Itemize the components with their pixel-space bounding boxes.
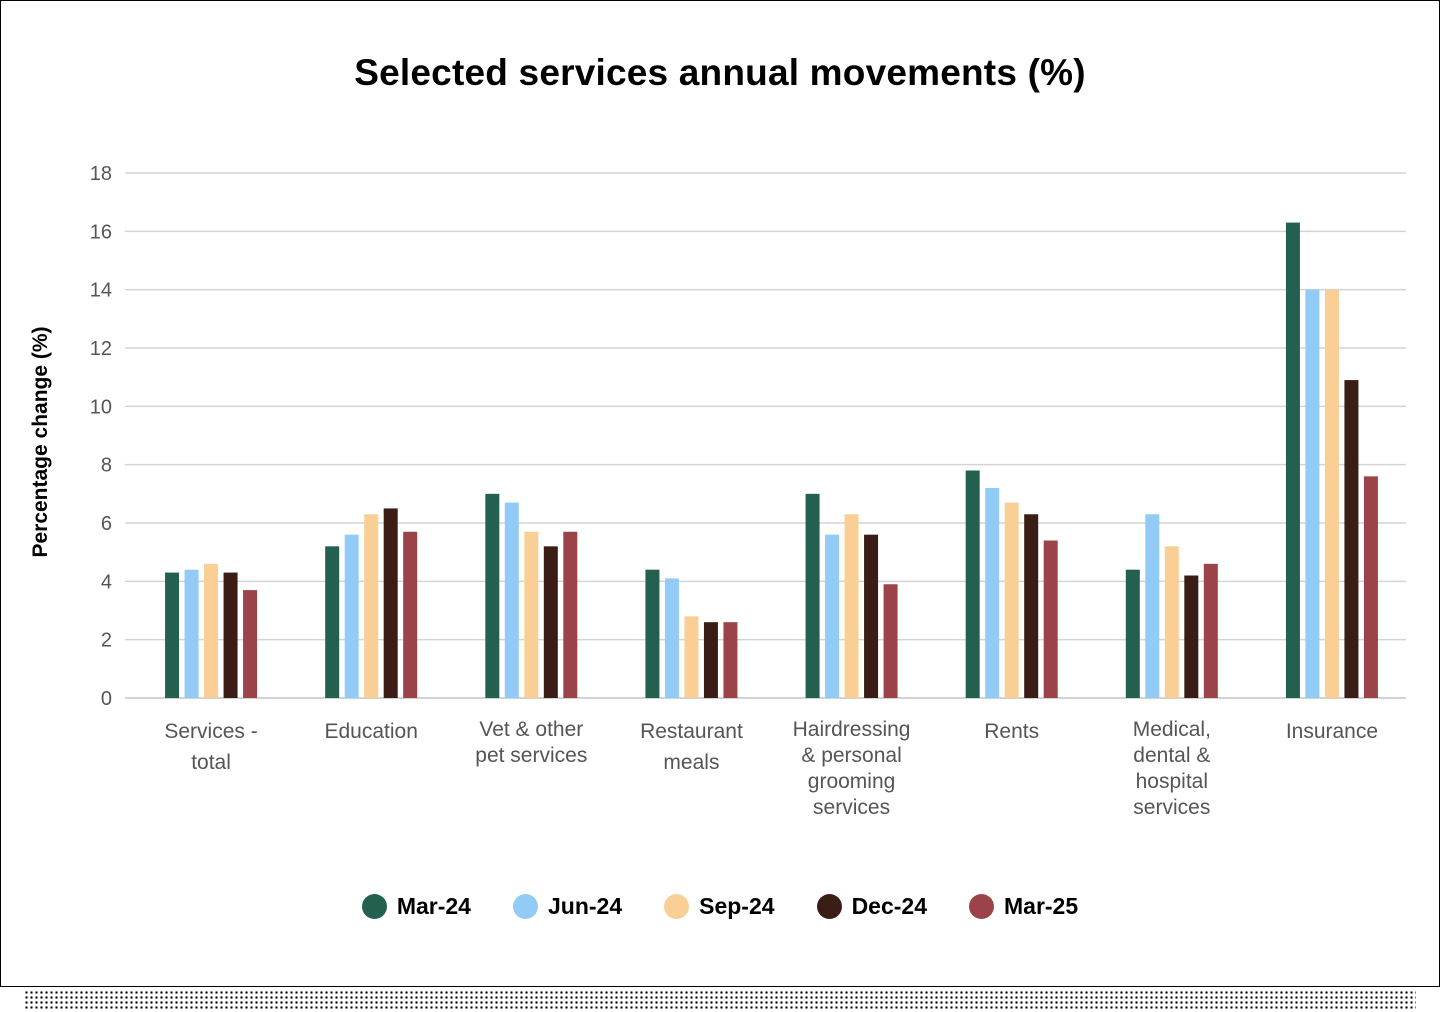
legend-label: Mar-25 [1004,893,1079,919]
legend-swatch [816,894,842,919]
bar-mar-25 [403,531,418,698]
y-tick-label: 12 [90,338,112,360]
x-category-label: Restaurant [640,720,743,743]
x-category-label: pet services [475,744,587,767]
legend-label: Mar-24 [396,893,471,919]
y-tick-label: 18 [90,163,112,185]
x-category-label: Medical, [1133,718,1211,741]
bar-dec-24 [383,508,398,698]
y-tick-label: 2 [101,630,112,652]
x-category-label: Services - [164,720,257,743]
bar-mar-24 [165,572,180,698]
x-category-label: grooming [808,770,896,793]
x-category-label: Education [324,720,417,743]
bar-jun-24 [985,488,1000,698]
x-category-label: meals [663,751,719,774]
bar-jun-24 [664,578,679,698]
bar-mar-25 [1203,563,1218,698]
bar-dec-24 [223,572,238,698]
y-tick-label: 14 [90,280,112,302]
y-axis-ticks: 0 2 4 6 8 10 12 14 16 18 [90,163,112,710]
y-tick-label: 16 [90,221,112,243]
y-tick-label: 4 [101,571,112,593]
bar-dec-24 [1024,514,1039,698]
legend-item: Mar-24 [361,893,471,920]
legend-swatch [361,894,387,919]
bar-jun-24 [1305,289,1320,698]
x-category-label: Vet & other [479,718,583,741]
legend-item: Dec-24 [816,893,927,920]
legend-label: Sep-24 [699,893,775,919]
bar-mar-24 [485,493,500,698]
dotted-divider [24,990,1416,1010]
legend-item: Sep-24 [664,893,775,920]
bar-sep-24 [1004,502,1019,698]
bar-jun-24 [1145,514,1160,698]
bar-jun-24 [825,534,840,698]
y-tick-label: 10 [90,396,112,418]
bar-dec-24 [864,534,879,698]
y-tick-label: 0 [101,688,112,710]
y-tick-label: 8 [101,455,112,477]
x-category-label: & personal [801,744,901,767]
chart-title: Selected services annual movements (%) [354,52,1086,93]
bar-sep-24 [1324,289,1339,698]
bar-dec-24 [1184,575,1199,698]
bar-sep-24 [204,563,219,698]
x-category-label: hospital [1136,770,1208,793]
bar-sep-24 [844,514,859,698]
x-axis-categories: Services - total Education Vet & other pet s… [164,718,1378,819]
bar-mar-24 [645,569,660,698]
bar-sep-24 [1164,546,1179,698]
legend-swatch [664,894,690,919]
bar-sep-24 [364,514,379,698]
bar-jun-24 [344,534,359,698]
bar-chart: 0 2 4 6 8 10 12 14 16 18 Services - total Education… [29,163,1406,819]
x-category-label: Hairdressing [793,718,911,741]
legend-swatch [512,894,538,919]
bar-mar-25 [883,584,898,698]
y-axis-label: Percentage change (%) [29,326,52,557]
x-category-label: Insurance [1286,720,1378,743]
bars [165,222,1378,699]
bar-mar-24 [325,546,340,698]
bar-mar-25 [1043,540,1058,698]
bar-mar-24 [1285,222,1300,699]
bar-mar-24 [965,470,980,698]
bar-dec-24 [543,546,558,698]
bar-mar-25 [723,622,738,698]
legend-swatch [969,894,994,919]
x-category-label: dental & [1133,744,1210,767]
x-category-label: total [191,751,231,774]
bar-mar-25 [563,531,578,698]
bar-dec-24 [703,622,718,698]
legend-item: Mar-25 [969,893,1078,920]
bar-mar-24 [805,493,820,698]
legend-label: Jun-24 [547,893,623,919]
chart-frame [0,0,1440,987]
bar-mar-24 [1125,569,1140,698]
legend: Mar-24 Jun-24 Sep-24 Dec-24 Mar-25 [0,893,1440,920]
legend-label: Dec-24 [851,893,927,919]
x-category-label: services [1133,796,1210,819]
bar-dec-24 [1344,380,1359,698]
bar-jun-24 [184,569,199,698]
bar-mar-25 [1363,476,1378,698]
bar-mar-25 [243,590,258,698]
x-category-label: services [813,796,890,819]
bar-sep-24 [684,616,699,698]
legend-item: Jun-24 [512,893,623,920]
bar-sep-24 [524,531,539,698]
bar-jun-24 [504,502,519,698]
x-category-label: Rents [984,720,1039,743]
y-tick-label: 6 [101,513,112,535]
